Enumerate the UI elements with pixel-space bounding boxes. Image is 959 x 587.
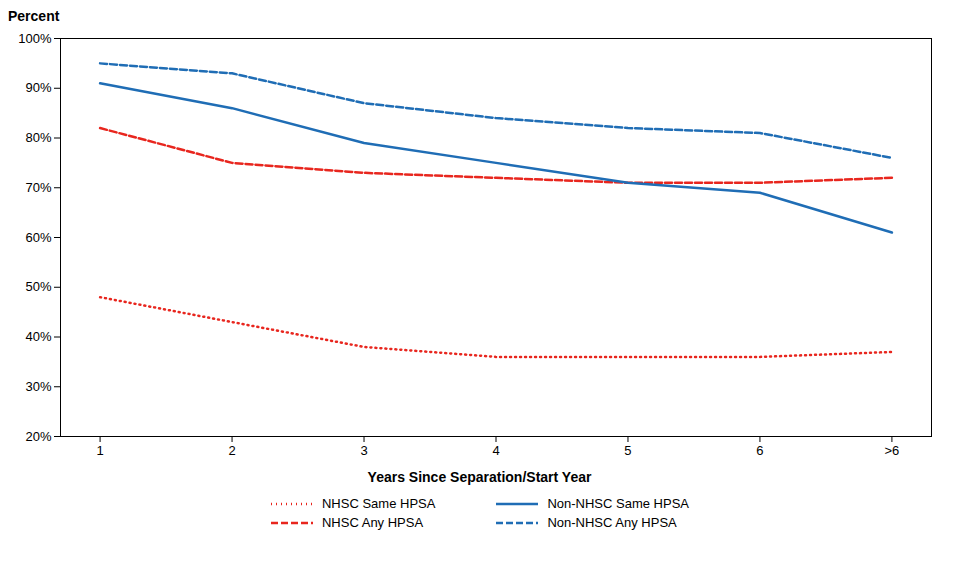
- html-text:Non-NHSC Same HPSA: Non-NHSC Same HPSA: [547, 496, 689, 511]
- svg-text:60%: 60%: [25, 230, 51, 245]
- svg-text:100%: 100%: [18, 31, 52, 46]
- svg-text:4: 4: [492, 443, 499, 458]
- svg-text:2: 2: [228, 443, 235, 458]
- html-text:NHSC Any HPSA: NHSC Any HPSA: [322, 515, 424, 530]
- svg-text:80%: 80%: [25, 130, 51, 145]
- html-text:Non-NHSC Any HPSA: Non-NHSC Any HPSA: [547, 515, 677, 530]
- svg-text:90%: 90%: [25, 80, 51, 95]
- svg-text:3: 3: [360, 443, 367, 458]
- html-text:NHSC Same HPSA: NHSC Same HPSA: [322, 496, 436, 511]
- svg-text:20%: 20%: [25, 429, 51, 444]
- svg-text:70%: 70%: [25, 180, 51, 195]
- svg-text:5: 5: [624, 443, 631, 458]
- html-text:Years Since Separation/Start Y: Years Since Separation/Start Year: [367, 469, 592, 485]
- svg-text:30%: 30%: [25, 379, 51, 394]
- svg-text:50%: 50%: [25, 279, 51, 294]
- svg-text:40%: 40%: [25, 329, 51, 344]
- svg-text:6: 6: [756, 443, 763, 458]
- svg-text:1: 1: [96, 443, 103, 458]
- svg-text:>6: >6: [884, 443, 899, 458]
- html-text:Percent: Percent: [8, 8, 60, 24]
